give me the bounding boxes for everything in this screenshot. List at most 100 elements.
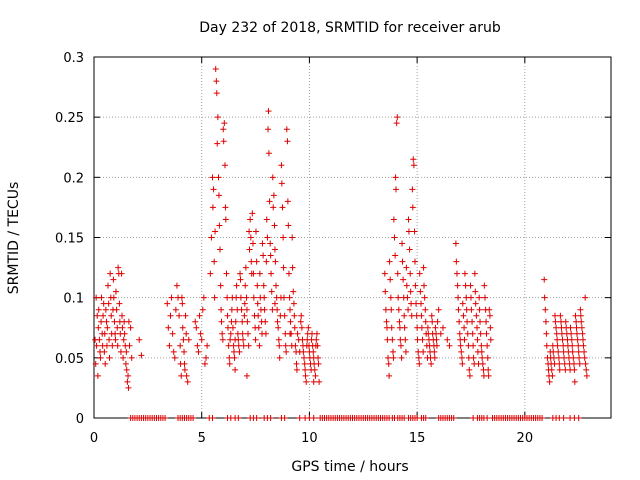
data-point <box>253 415 260 421</box>
data-point <box>214 114 221 121</box>
data-point <box>274 318 281 325</box>
data-point <box>220 138 227 145</box>
data-point <box>211 258 218 265</box>
data-point <box>211 294 218 301</box>
data-point <box>111 318 118 325</box>
data-point <box>190 415 197 421</box>
data-point <box>93 342 100 349</box>
data-point <box>262 330 269 337</box>
data-points <box>92 66 590 421</box>
data-point <box>305 324 312 331</box>
data-point <box>289 234 296 241</box>
data-point <box>103 318 110 325</box>
data-point <box>286 294 293 301</box>
data-point <box>302 372 309 379</box>
data-point <box>468 306 475 313</box>
data-point <box>298 324 305 331</box>
data-point <box>267 240 274 247</box>
data-point <box>252 228 259 235</box>
data-point <box>112 336 119 343</box>
data-point <box>393 186 400 193</box>
data-point <box>569 342 576 349</box>
data-point <box>289 264 296 271</box>
data-point <box>405 306 412 313</box>
data-point <box>104 324 111 331</box>
data-point <box>410 156 417 163</box>
data-point <box>284 138 291 145</box>
data-point <box>127 324 134 331</box>
data-point <box>406 246 413 253</box>
data-point <box>117 348 124 355</box>
data-point <box>123 366 130 373</box>
data-point <box>267 415 274 421</box>
data-point <box>555 348 562 355</box>
data-point <box>216 222 223 229</box>
data-point <box>243 372 250 379</box>
data-point <box>281 415 288 421</box>
data-point <box>116 300 123 307</box>
data-point <box>310 378 317 385</box>
data-point <box>196 312 203 319</box>
data-point <box>278 162 285 169</box>
data-point <box>548 366 555 373</box>
data-point <box>252 336 259 343</box>
data-point <box>313 330 320 337</box>
data-point <box>244 318 251 325</box>
data-point <box>109 342 116 349</box>
data-point <box>165 324 172 331</box>
data-point <box>581 354 588 361</box>
data-point <box>583 372 590 379</box>
x-tick-label: 0 <box>90 431 98 446</box>
data-point <box>476 294 483 301</box>
data-point <box>582 360 589 367</box>
data-point <box>237 270 244 277</box>
data-point <box>543 330 550 337</box>
data-point <box>477 330 484 337</box>
data-point <box>179 324 186 331</box>
data-point <box>181 348 188 355</box>
data-point <box>381 270 388 277</box>
data-point <box>476 306 483 313</box>
data-point <box>294 330 301 337</box>
data-point <box>282 342 289 349</box>
data-point <box>424 324 431 331</box>
data-point <box>207 270 214 277</box>
data-point <box>301 354 308 361</box>
data-point <box>254 300 261 307</box>
data-point <box>549 372 556 379</box>
data-point <box>292 342 299 349</box>
data-point <box>95 306 102 313</box>
data-point <box>270 204 277 211</box>
data-point <box>579 330 586 337</box>
data-point <box>247 234 254 241</box>
data-point <box>568 330 575 337</box>
data-point <box>571 378 578 385</box>
data-point <box>246 228 253 235</box>
data-point <box>577 312 584 319</box>
data-point <box>110 294 117 301</box>
data-point <box>444 336 451 343</box>
data-point <box>311 366 318 373</box>
data-point <box>479 354 486 361</box>
data-point <box>473 312 480 319</box>
data-point <box>454 282 461 289</box>
data-point <box>200 294 207 301</box>
data-point <box>483 318 490 325</box>
data-point <box>270 192 277 199</box>
data-point <box>460 312 467 319</box>
data-point <box>193 324 200 331</box>
data-point <box>124 378 131 385</box>
data-point <box>255 312 262 319</box>
data-point <box>269 174 276 181</box>
data-point <box>241 312 248 319</box>
data-point <box>581 348 588 355</box>
data-point <box>314 342 321 349</box>
data-point <box>390 354 397 361</box>
data-point <box>94 372 101 379</box>
data-point <box>276 342 283 349</box>
data-point <box>303 378 310 385</box>
data-point <box>466 372 473 379</box>
data-point <box>291 312 298 319</box>
data-point <box>546 378 553 385</box>
